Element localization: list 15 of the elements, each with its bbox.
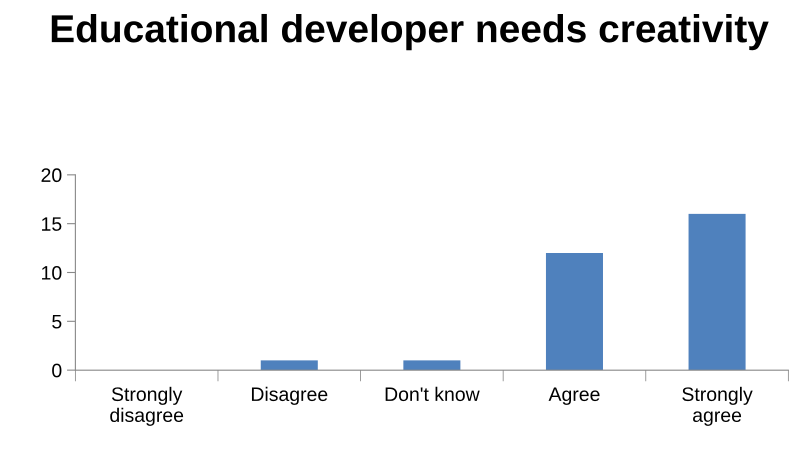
bar — [546, 252, 603, 370]
chart-title: Educational developer needs creativity — [52, 14, 769, 50]
x-tick-label: Agree — [548, 388, 600, 405]
x-tick-label: Don't know — [386, 386, 480, 402]
x-tick-label: Disagree — [252, 386, 328, 405]
y-tick-label: 0 — [52, 364, 62, 378]
bar — [260, 360, 318, 370]
y-tick-label: 10 — [42, 266, 62, 280]
bar — [688, 214, 746, 370]
bar — [403, 360, 460, 370]
y-tick-label: 5 — [52, 314, 62, 329]
x-tick-label: Strongly disagree — [110, 386, 184, 426]
y-tick-label: 15 — [42, 217, 62, 231]
x-tick-label: Strongly agree — [682, 386, 753, 426]
y-tick-label: 20 — [42, 168, 62, 182]
